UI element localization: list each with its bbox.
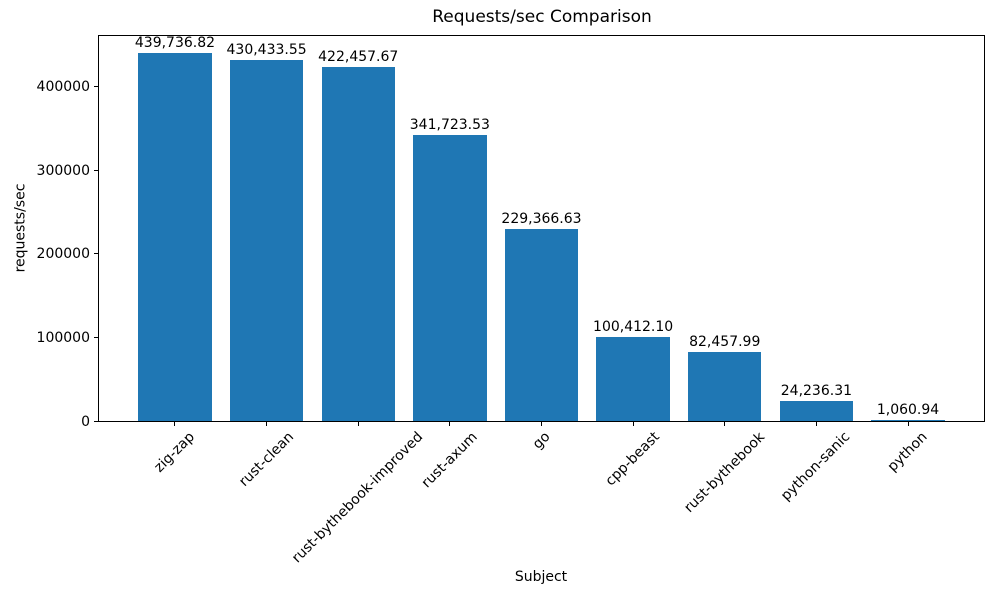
bar-cpp-beast (596, 337, 670, 421)
x-tick-label: rust-bythebook (680, 429, 768, 516)
x-tick-label: python-sanic (778, 428, 854, 505)
x-tick-label: zig-zap (151, 429, 198, 476)
x-tick-label: rust-clean (235, 428, 297, 490)
x-tick-mark (266, 422, 268, 426)
x-tick-mark (724, 422, 726, 426)
y-tick-label: 200000 (36, 246, 90, 263)
y-tick-mark (94, 169, 98, 171)
bar-rust-clean (229, 60, 304, 421)
bar-go (504, 229, 579, 421)
bar-value-label: 439,736.82 (134, 35, 216, 51)
bar-value-label: 82,457.99 (689, 334, 761, 350)
y-tick-mark (94, 421, 98, 422)
x-tick-mark (541, 422, 542, 426)
x-tick-mark (357, 422, 359, 426)
x-tick-mark (632, 422, 634, 426)
y-tick-mark (94, 85, 98, 87)
x-axis-label: Subject (514, 569, 568, 585)
bar-python (871, 420, 945, 421)
y-tick-label: 300000 (36, 162, 90, 179)
bar-value-label: 341,723.53 (409, 117, 490, 133)
x-tick-label: cpp-beast (602, 428, 663, 490)
x-tick-label: rust-axum (418, 429, 481, 492)
y-tick-label: 100000 (36, 330, 90, 347)
x-tick-mark (174, 422, 176, 426)
x-tick-label: rust-bythebook-improved (289, 429, 427, 567)
chart-title: Requests/sec Comparison (432, 7, 652, 27)
bar-value-label: 24,236.31 (780, 383, 853, 399)
y-tick-label: 0 (81, 414, 90, 430)
bar-zig-zap (138, 53, 212, 421)
x-tick-mark (449, 422, 451, 426)
x-tick-mark (907, 422, 909, 426)
bar-value-label: 422,457.67 (318, 49, 399, 65)
bar-python-sanic (779, 401, 854, 421)
bar-rust-bythebook (688, 352, 762, 421)
bar-value-label: 1,060.94 (876, 402, 940, 418)
bar-rust-axum (413, 135, 487, 421)
y-tick-mark (94, 337, 98, 339)
bar-value-label: 430,433.55 (226, 42, 307, 58)
bar-rust-bythebook-improved (321, 67, 395, 421)
x-tick-label: python (884, 429, 931, 475)
bar-value-label: 229,366.63 (501, 211, 582, 227)
x-tick-mark (815, 422, 817, 426)
y-tick-label: 400000 (36, 78, 90, 95)
y-tick-mark (94, 253, 98, 255)
bar-value-label: 100,412.10 (593, 319, 674, 335)
x-tick-label: go (529, 428, 553, 453)
